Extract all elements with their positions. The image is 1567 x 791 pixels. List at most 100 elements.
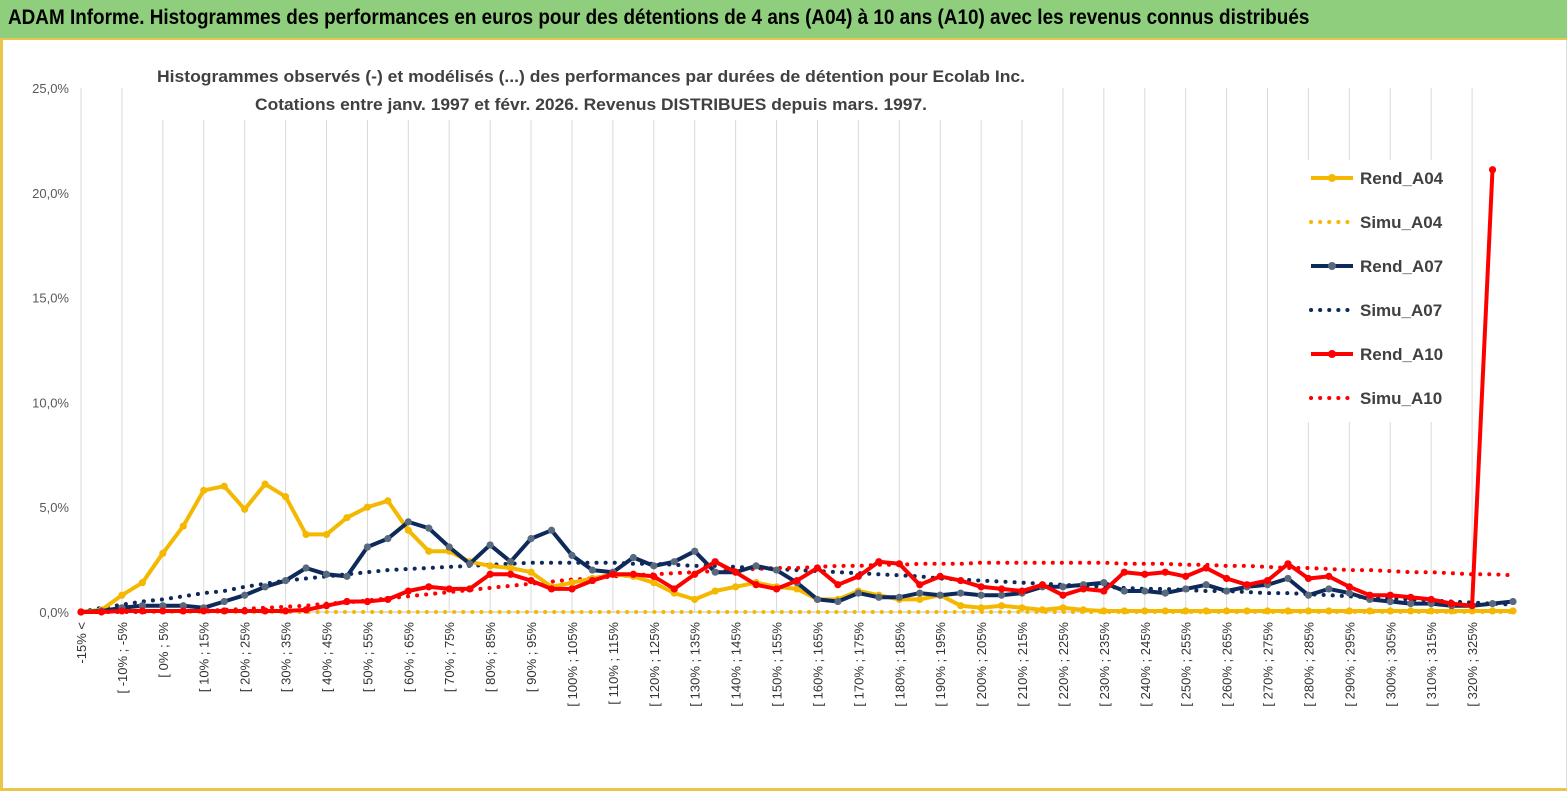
chart-frame: 0,0% 5,0% 10,0% 15,0% 20,0% 25,0% -15% < [ -10… — [0, 40, 1567, 791]
chart-svg: 0,0% 5,0% 10,0% 15,0% 20,0% 25,0% -15% < [ -10… — [32, 58, 1517, 707]
x-axis-ticks: -15% < [ -10% ; -5% [ 0% ; 5% [ 10% ; 15% [ … — [74, 622, 1480, 707]
data-point — [159, 549, 167, 557]
data-point — [1345, 583, 1353, 591]
data-point — [834, 597, 842, 606]
series-line — [79, 560, 1515, 614]
data-point — [711, 568, 719, 576]
data-point — [118, 607, 126, 615]
legend-label: Rend_A07 — [1360, 257, 1443, 276]
data-point — [1243, 607, 1251, 615]
data-point — [425, 524, 433, 532]
x-tick-label: [ 300% ; 305% — [1383, 622, 1398, 707]
data-point — [997, 602, 1006, 610]
data-point — [1018, 587, 1026, 595]
data-point — [732, 583, 740, 591]
data-point — [302, 606, 310, 614]
data-point — [1038, 606, 1047, 614]
data-point — [241, 591, 249, 599]
data-point — [1100, 579, 1108, 587]
data-point — [466, 585, 474, 593]
x-tick-label: [ 110% ; 115% — [606, 622, 621, 705]
data-point — [895, 593, 903, 601]
chart-title-line-1: Histogrammes observés (-) et modélisés (… — [157, 67, 1025, 86]
data-point — [1304, 574, 1313, 583]
data-point — [1448, 600, 1456, 608]
data-point — [547, 526, 556, 534]
data-point — [281, 493, 290, 501]
data-point — [1059, 604, 1067, 612]
data-point — [220, 482, 228, 490]
data-point — [1427, 595, 1435, 604]
series-line — [81, 169, 1495, 614]
data-point — [691, 547, 699, 555]
legend-item: Rend_A04 — [1311, 169, 1444, 188]
x-tick-label: [ 290% ; 295% — [1342, 622, 1357, 707]
data-point — [159, 607, 167, 615]
data-point — [1100, 587, 1108, 595]
data-point — [527, 535, 535, 543]
data-point — [1366, 591, 1374, 599]
data-point — [772, 566, 781, 574]
x-tick-label: [ 70% ; 75% — [442, 622, 457, 693]
data-point — [138, 607, 146, 615]
data-point — [507, 570, 515, 578]
data-point — [813, 564, 822, 572]
data-point — [957, 602, 965, 610]
chart-title: Histogrammes observés (-) et modélisés (… — [153, 58, 1033, 120]
x-tick-label: [ 270% ; 275% — [1261, 622, 1276, 707]
legend-label: Simu_A07 — [1360, 301, 1442, 320]
data-point — [159, 602, 167, 610]
data-point — [1161, 589, 1169, 597]
data-point — [322, 602, 331, 610]
data-point — [997, 591, 1006, 599]
data-point — [1059, 583, 1067, 591]
x-tick-label: [ 180% ; 185% — [892, 622, 907, 707]
grid-layer — [80, 88, 1513, 613]
data-point — [363, 543, 371, 551]
data-point — [1223, 574, 1231, 583]
data-point — [486, 541, 494, 549]
x-tick-label: [ 60% ; 65% — [401, 622, 416, 693]
data-point — [179, 522, 187, 530]
data-point — [241, 505, 249, 513]
data-point — [711, 558, 719, 566]
x-tick-label: [ 240% ; 245% — [1138, 622, 1153, 707]
series-rend-a10 — [77, 166, 1497, 616]
data-point — [281, 576, 290, 585]
x-tick-label: [ 230% ; 235% — [1097, 622, 1112, 707]
data-point — [1018, 604, 1026, 612]
data-point — [384, 535, 392, 543]
data-point — [507, 564, 515, 572]
data-point — [1345, 589, 1353, 597]
data-point — [813, 595, 822, 604]
x-tick-label: [ 280% ; 285% — [1301, 622, 1316, 707]
data-point — [957, 589, 965, 597]
data-point — [384, 595, 392, 604]
data-point — [691, 595, 699, 604]
data-point — [1161, 607, 1169, 615]
data-point — [997, 585, 1006, 593]
data-point — [977, 591, 985, 599]
legend-background — [1299, 160, 1464, 422]
data-point — [1263, 576, 1272, 585]
data-point — [916, 589, 924, 597]
data-point — [609, 570, 617, 578]
data-point — [1263, 607, 1272, 615]
series-line — [79, 560, 1515, 614]
data-point — [466, 560, 474, 568]
data-point — [936, 591, 944, 599]
data-point — [363, 503, 371, 511]
data-point — [547, 585, 556, 593]
data-point — [302, 530, 310, 539]
data-point — [1243, 581, 1251, 589]
data-point — [1223, 607, 1231, 615]
x-tick-label: [ 170% ; 175% — [851, 622, 866, 707]
data-point — [895, 560, 903, 568]
data-point — [507, 558, 515, 566]
legend-marker — [1328, 350, 1336, 358]
y-tick-label: 5,0% — [39, 500, 69, 515]
data-point — [1304, 591, 1313, 599]
data-point — [732, 568, 740, 576]
data-point — [118, 591, 126, 599]
x-tick-label: [ 10% ; 15% — [197, 622, 212, 693]
